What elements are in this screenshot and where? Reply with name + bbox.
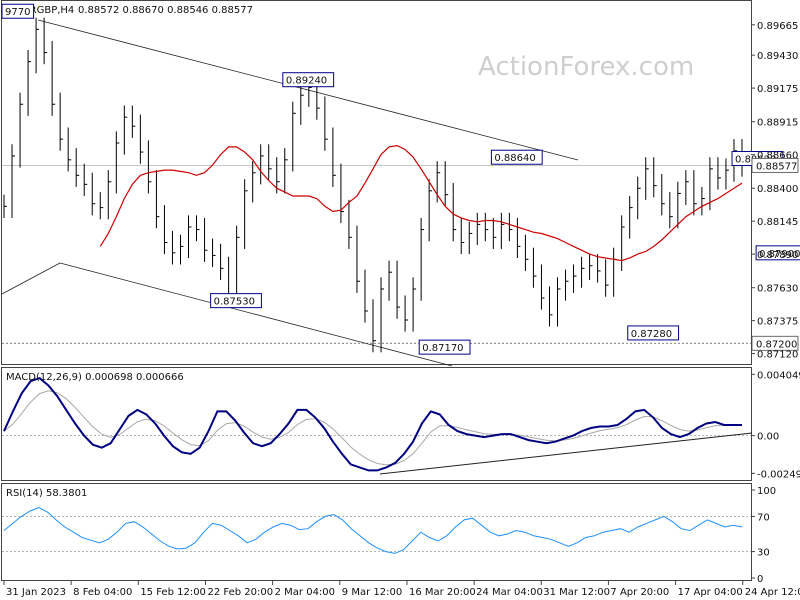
price-axis-label: 0.87890 bbox=[757, 250, 798, 261]
current-price-marker bbox=[751, 157, 799, 173]
watermark: ActionForex.com bbox=[478, 52, 694, 82]
price-annotation-box bbox=[627, 325, 680, 341]
price-axis-label: 0.89665 bbox=[757, 21, 798, 32]
rsi-axis-label: 70 bbox=[757, 512, 770, 523]
macd-signal-line bbox=[3, 390, 743, 466]
price-annotation: 0.88640 bbox=[494, 153, 535, 164]
moving-average-line bbox=[99, 144, 743, 262]
price-axis-label: 0.87630 bbox=[757, 284, 798, 295]
price-axis: 0.89665 0.89430 0.89175 0.88915 0.88660 0.884… bbox=[751, 21, 799, 361]
time-axis-label: 31 Mar 12:00 bbox=[543, 587, 610, 598]
time-axis-label: 24 Apr 12:00 bbox=[745, 587, 800, 598]
time-axis-label: 31 Jan 2023 bbox=[6, 587, 66, 598]
macd-trend-line bbox=[379, 432, 753, 475]
price-annotation-box bbox=[418, 339, 471, 355]
price-annotation: 0.87900 bbox=[759, 249, 800, 260]
rsi-axis-label: 30 bbox=[757, 548, 770, 559]
time-axis-label: 16 Mar 20:00 bbox=[409, 587, 476, 598]
price-axis-label: 0.87375 bbox=[757, 317, 798, 328]
time-axis-label: 22 Feb 20:00 bbox=[207, 587, 273, 598]
price-axis-label: 0.88915 bbox=[757, 118, 798, 129]
price-annotation: 9770 bbox=[5, 7, 30, 18]
price-axis-label: 0.89175 bbox=[757, 84, 798, 95]
price-axis-label: 0.87120 bbox=[757, 350, 798, 361]
support-label: 0.87200 bbox=[756, 339, 797, 350]
price-axis-label: 0.88660 bbox=[757, 151, 798, 162]
macd-axis-label: -0.002492 bbox=[757, 469, 800, 480]
price-axis-label: 0.89430 bbox=[757, 51, 798, 62]
price-annotation-box bbox=[1, 3, 35, 19]
time-axis-label: 7 Apr 20:00 bbox=[610, 587, 669, 598]
price-axis-label: 0.88145 bbox=[757, 217, 798, 228]
macd-axis-label: 0.004049 bbox=[757, 370, 800, 381]
price-annotation-box bbox=[210, 293, 262, 309]
macd-axis-label: 0.00 bbox=[757, 432, 779, 443]
macd-layer: 0.004049 0.00 -0.002492 bbox=[2, 370, 800, 480]
rsi-panel bbox=[1, 483, 752, 581]
price-annotation: 0.89240 bbox=[286, 76, 327, 87]
chart-title: EURGBP,H4 bbox=[16, 5, 74, 16]
time-axis-label: 17 Apr 04:00 bbox=[678, 587, 743, 598]
price-annotation: 0.87170 bbox=[422, 343, 463, 354]
rsi-label: RSI(14) 58.3801 bbox=[6, 488, 87, 499]
macd-panel bbox=[1, 367, 752, 481]
channel-lower-line bbox=[59, 262, 453, 367]
time-axis-label: 8 Feb 04:00 bbox=[73, 587, 132, 598]
rsi-axis-label: 100 bbox=[757, 486, 776, 497]
price-annotation: 0.87280 bbox=[631, 329, 672, 340]
time-axis-label: 24 Mar 04:00 bbox=[476, 587, 543, 598]
price-axis-label: 0.88400 bbox=[757, 184, 798, 195]
time-axis: 31 Jan 2023 8 Feb 04:00 15 Feb 12:00 22 Feb… bbox=[3, 581, 800, 598]
macd-line bbox=[3, 376, 742, 472]
rsi-layer: 100 70 30 0 bbox=[2, 486, 776, 585]
price-panel bbox=[1, 0, 752, 365]
time-axis-label: 2 Mar 04:00 bbox=[275, 587, 335, 598]
time-axis-label: 15 Feb 12:00 bbox=[140, 587, 206, 598]
price-annotation-box bbox=[282, 72, 335, 88]
price-annotation-box bbox=[490, 149, 543, 165]
rsi-axis-label: 0 bbox=[757, 574, 763, 585]
price-annotation-box bbox=[755, 245, 800, 261]
channel-lower-line-start bbox=[1, 262, 61, 295]
ohlc-text: 0.88572 0.88670 0.88546 0.88577 bbox=[78, 5, 253, 16]
price-annotation: 0.87530 bbox=[214, 297, 255, 308]
current-price-label: 0.88577 bbox=[756, 161, 797, 172]
support-marker bbox=[751, 335, 799, 351]
macd-label: MACD(12,26,9) 0.000698 0.000666 bbox=[6, 372, 184, 383]
time-axis-label: 9 Mar 12:00 bbox=[342, 587, 402, 598]
rsi-line bbox=[3, 507, 743, 554]
price-layer: 97700.892400.886400.886300.887400.875300… bbox=[1, 3, 800, 367]
channel-upper-line bbox=[37, 19, 579, 161]
